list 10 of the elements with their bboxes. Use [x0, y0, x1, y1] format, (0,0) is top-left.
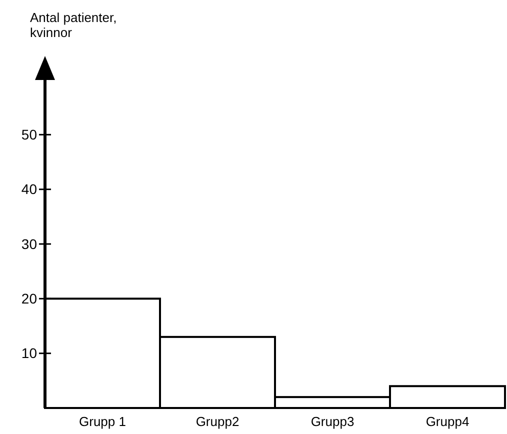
y-tick-label: 10	[21, 345, 38, 362]
x-tick-label: Grupp4	[426, 414, 470, 429]
x-tick-label: Grupp3	[310, 414, 354, 429]
x-tick-label: Grupp 1	[79, 414, 126, 429]
y-tick-label: 30	[21, 236, 38, 252]
y-axis-title: Antal patienter, kvinnor	[30, 10, 117, 40]
y-tick-label: 40	[21, 181, 38, 198]
x-tick-label: Grupp2	[196, 414, 240, 429]
y-tick-label: 20	[21, 290, 38, 307]
y-tick-label: 50	[21, 126, 38, 143]
